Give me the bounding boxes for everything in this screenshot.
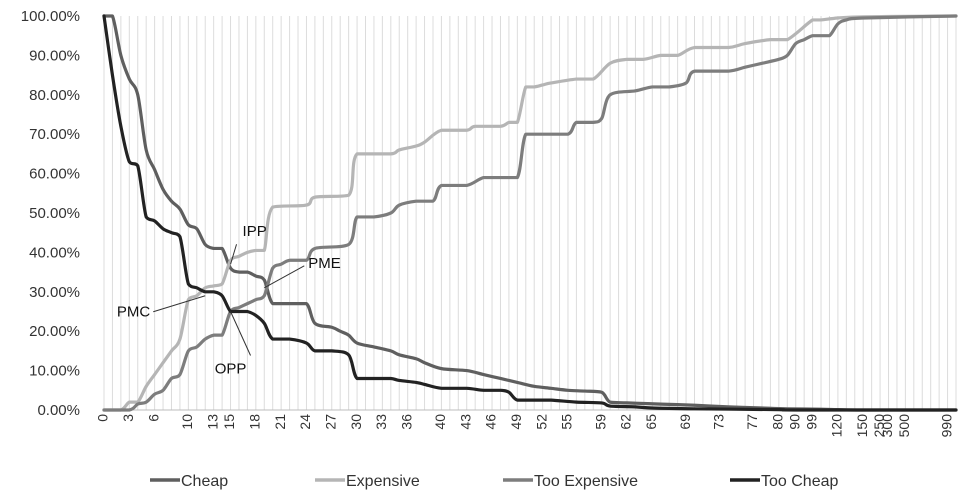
- legend-label: Cheap: [181, 473, 228, 490]
- x-tick-label: 33: [373, 414, 389, 430]
- x-tick-label: 10: [179, 414, 195, 430]
- x-tick-label: 90: [786, 414, 802, 430]
- x-tick-label: 69: [677, 414, 693, 430]
- x-tick-label: 0: [95, 414, 111, 422]
- x-axis: 0 3 6 10 13 15 18 21 24 27 30 33 36 40 43 46 49 52 55 59 62 6…: [95, 409, 956, 438]
- x-tick-label: 40: [432, 414, 448, 430]
- x-tick-label: 500: [896, 414, 912, 438]
- x-tick-label: 36: [398, 414, 414, 430]
- annotation-label: PMC: [117, 304, 151, 321]
- x-tick-label: 52: [533, 414, 549, 430]
- x-tick-label: 43: [457, 414, 473, 430]
- legend-label: Too Expensive: [534, 473, 638, 490]
- y-axis: 0.00% 10.00% 20.00% 30.00% 40.00% 50.00% 60.00…: [21, 8, 80, 419]
- x-tick-label: 62: [618, 414, 634, 430]
- x-tick-label: 300: [879, 414, 895, 438]
- x-tick-label: 13: [204, 414, 220, 430]
- vertical-gridlines: [103, 16, 957, 410]
- y-tick-label: 50.00%: [29, 205, 80, 222]
- x-tick-label: 59: [592, 414, 608, 430]
- y-tick-label: 20.00%: [29, 323, 80, 340]
- annotations: IPP PME PMC OPP: [117, 223, 341, 377]
- x-tick-label: 990: [938, 414, 954, 438]
- legend-label: Too Cheap: [761, 473, 838, 490]
- y-tick-label: 0.00%: [37, 402, 80, 419]
- y-tick-label: 30.00%: [29, 284, 80, 301]
- annotation-leader: [230, 244, 238, 265]
- x-tick-label: 21: [272, 414, 288, 430]
- x-tick-label: 30: [348, 414, 364, 430]
- y-tick-label: 90.00%: [29, 47, 80, 64]
- legend-label: Expensive: [346, 473, 420, 490]
- x-tick-label: 15: [221, 414, 237, 430]
- x-tick-label: 49: [508, 414, 524, 430]
- y-tick-label: 10.00%: [29, 363, 80, 380]
- y-tick-label: 70.00%: [29, 126, 80, 143]
- x-tick-label: 80: [770, 414, 786, 430]
- y-tick-label: 40.00%: [29, 244, 80, 261]
- series-line-too-cheap: [102, 14, 958, 412]
- x-tick-label: 55: [559, 414, 575, 430]
- y-tick-label: 80.00%: [29, 87, 80, 104]
- x-tick-label: 73: [711, 414, 727, 430]
- x-tick-label: 27: [322, 414, 338, 430]
- y-tick-label: 100.00%: [21, 8, 80, 25]
- x-tick-label: 99: [803, 414, 819, 430]
- x-tick-label: 150: [854, 414, 870, 438]
- x-tick-label: 46: [483, 414, 499, 430]
- x-tick-label: 65: [643, 414, 659, 430]
- series-line-too-expensive: [102, 14, 958, 412]
- x-tick-label: 77: [744, 414, 760, 430]
- series-line-cheap: [102, 14, 958, 412]
- x-tick-label: 120: [829, 414, 845, 438]
- annotation-leader: [153, 295, 206, 313]
- annotation-label: OPP: [215, 361, 247, 378]
- y-tick-label: 60.00%: [29, 166, 80, 183]
- x-tick-label: 250: [871, 414, 887, 438]
- x-tick-label: 18: [247, 414, 263, 430]
- annotation-leader: [264, 265, 305, 289]
- x-tick-label: 24: [297, 414, 313, 430]
- annotation-label: IPP: [243, 223, 267, 240]
- annotation-leader: [230, 311, 251, 356]
- series-lines: [102, 14, 958, 412]
- annotation-label: PME: [308, 255, 341, 272]
- x-tick-label: 3: [120, 414, 136, 422]
- series-line-expensive: [102, 14, 958, 412]
- legend: Cheap Expensive Too Expensive Too Cheap: [150, 473, 838, 490]
- x-tick-label: 6: [145, 414, 161, 422]
